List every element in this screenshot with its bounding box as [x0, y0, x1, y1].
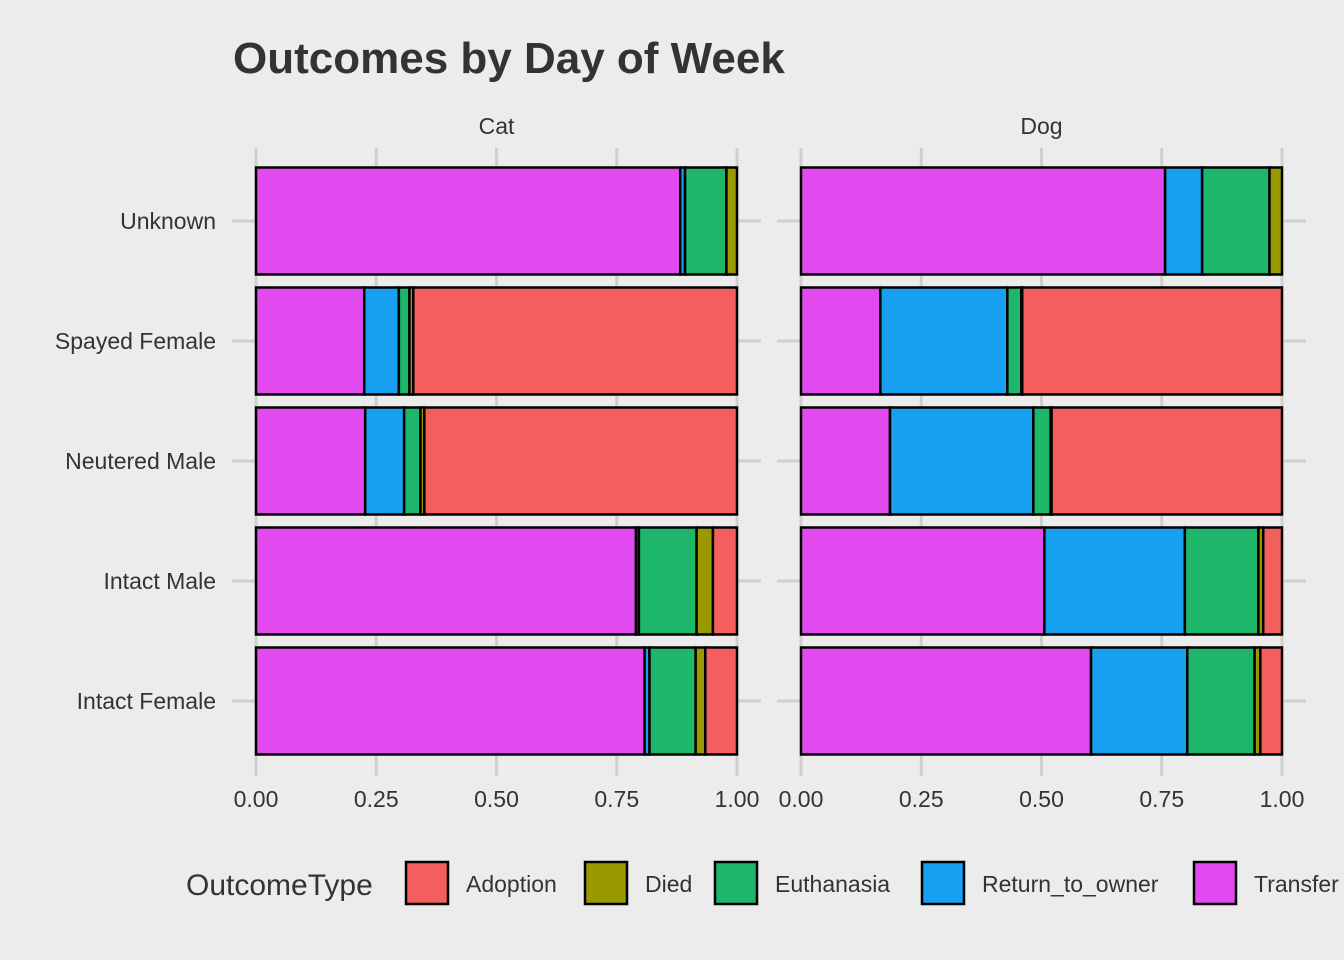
bar-dog-intact-male-return-to-owner: [1043, 526, 1187, 636]
legend-title: OutcomeType: [186, 869, 373, 902]
bar-dog-intact-female-return-to-owner: [1089, 646, 1189, 756]
legend-item-adoption: Adoption: [404, 860, 557, 906]
bar-cat-spayed-female-return-to-owner: [362, 286, 401, 396]
bar-cat-intact-female-euthanasia: [648, 646, 697, 756]
bar-cat-spayed-female-euthanasia: [397, 286, 411, 396]
legend-label-transfer: Transfer: [1254, 871, 1339, 897]
bar-dog-neutered-male-adoption: [1050, 406, 1284, 516]
x-tick-label: 0.75: [1139, 786, 1184, 812]
y-tick-label-intact-female: Intact Female: [77, 688, 216, 714]
legend-label-adoption: Adoption: [466, 871, 557, 897]
bar-dog-intact-female-transfer: [799, 646, 1093, 756]
legend-label-return-to-owner: Return_to_owner: [982, 871, 1159, 897]
legend-item-transfer: Transfer: [1192, 860, 1339, 906]
legend-key-adoption: [404, 860, 450, 906]
bar-dog-spayed-female-transfer: [799, 286, 882, 396]
bar-dog-unknown-return-to-owner: [1163, 166, 1204, 276]
bar-dog-spayed-female-adoption: [1021, 286, 1284, 396]
bar-dog-intact-male-transfer: [799, 526, 1046, 636]
x-tick-label: 0.75: [594, 786, 639, 812]
bar-cat-neutered-male-return-to-owner: [363, 406, 406, 516]
bar-dog-spayed-female-euthanasia: [1006, 286, 1023, 396]
legend-label-euthanasia: Euthanasia: [775, 871, 890, 897]
bar-dog-neutered-male-euthanasia: [1032, 406, 1052, 516]
bar-dog-intact-male-euthanasia: [1183, 526, 1260, 636]
x-tick-label: 0.50: [474, 786, 519, 812]
bar-cat-intact-male-transfer: [254, 526, 638, 636]
x-tick-label: 0.00: [234, 786, 279, 812]
panel-cat: Cat 0.00 0.25 0.50 0.75 1.00: [232, 113, 761, 812]
x-tick-label: 0.25: [899, 786, 944, 812]
bar-cat-intact-female-died: [694, 646, 707, 756]
bar-cat-spayed-female-transfer: [254, 286, 366, 396]
y-tick-label-intact-male: Intact Male: [104, 568, 217, 594]
x-tick-label: 1.00: [715, 786, 760, 812]
bar-cat-intact-female-transfer: [254, 646, 646, 756]
bar-cat-unknown-euthanasia: [683, 166, 728, 276]
legend-key-died: [583, 860, 629, 906]
bar-cat-intact-male-adoption: [711, 526, 739, 636]
bar-dog-spayed-female-return-to-owner: [879, 286, 1009, 396]
facet-label-dog: Dog: [1020, 113, 1062, 139]
legend-item-return-to-owner: Return_to_owner: [920, 860, 1159, 906]
legend-item-euthanasia: Euthanasia: [713, 860, 890, 906]
facet-label-cat: Cat: [479, 113, 515, 139]
bar-dog-unknown-died: [1268, 166, 1284, 276]
bar-cat-neutered-male-transfer: [254, 406, 367, 516]
x-tick-label: 0.25: [354, 786, 399, 812]
x-tick-label: 1.00: [1260, 786, 1305, 812]
bar-dog-unknown-transfer: [799, 166, 1167, 276]
bar-dog-intact-female-adoption: [1259, 646, 1284, 756]
bar-dog-intact-male-adoption: [1261, 526, 1284, 636]
bar-dog-neutered-male-transfer: [799, 406, 892, 516]
bar-cat-intact-male-euthanasia: [637, 526, 698, 636]
bar-cat-unknown-transfer: [254, 166, 682, 276]
legend-label-died: Died: [645, 871, 692, 897]
legend: OutcomeType Adoption Died Euthanasia Return_…: [186, 860, 1339, 906]
legend-key-transfer: [1192, 860, 1238, 906]
x-tick-label: 0.00: [779, 786, 824, 812]
bar-cat-intact-male-died: [695, 526, 715, 636]
bar-cat-unknown-died: [725, 166, 739, 276]
legend-item-died: Died: [583, 860, 692, 906]
y-tick-label-unknown: Unknown: [120, 208, 216, 234]
bar-dog-unknown-euthanasia: [1200, 166, 1271, 276]
y-tick-label-spayed-female: Spayed Female: [55, 328, 216, 354]
legend-key-euthanasia: [713, 860, 759, 906]
legend-key-return-to-owner: [920, 860, 966, 906]
bar-cat-spayed-female-adoption: [412, 286, 739, 396]
panel-dog: Dog 0.00 0.25 0.50 0.75 1.00: [777, 113, 1306, 812]
bar-dog-intact-female-euthanasia: [1185, 646, 1256, 756]
bar-cat-intact-female-adoption: [704, 646, 739, 756]
bar-dog-neutered-male-return-to-owner: [888, 406, 1035, 516]
chart-title: Outcomes by Day of Week: [233, 34, 785, 83]
bar-cat-neutered-male-adoption: [423, 406, 739, 516]
y-tick-label-neutered-male: Neutered Male: [65, 448, 216, 474]
x-tick-label: 0.50: [1019, 786, 1064, 812]
facet-panels: Cat 0.00 0.25 0.50 0.75 1.00 Dog 0.00 0.25 0.50 0.…: [55, 113, 1306, 812]
bar-cat-neutered-male-euthanasia: [402, 406, 422, 516]
